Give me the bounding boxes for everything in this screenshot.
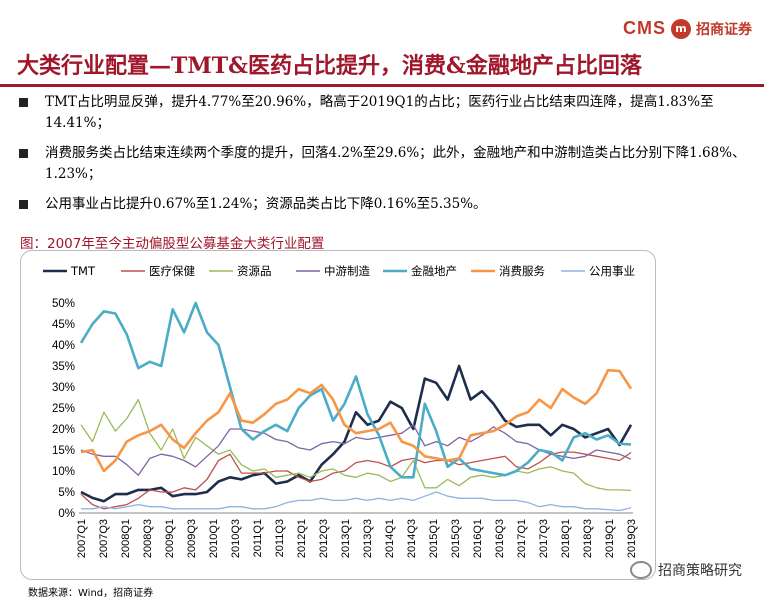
x-tick-label: 2008Q3	[142, 519, 154, 558]
x-tick-label: 2015Q1	[428, 519, 440, 558]
x-tick-label: 2015Q3	[450, 519, 462, 558]
y-tick-label: 45%	[52, 319, 75, 331]
logo-cn-text: 招商证券	[696, 21, 752, 38]
series-line-金融地产	[79, 301, 632, 479]
x-tick-label: 2014Q1	[384, 519, 396, 558]
logo-badge-icon: m	[671, 18, 691, 39]
x-tick-label: 2018Q3	[582, 519, 594, 558]
x-tick-label: 2018Q1	[560, 519, 572, 558]
bullet-item: 消费服务类占比结束连续两个季度的提升，回落4.2%至29.6%；此外，金融地产和…	[17, 143, 757, 185]
y-tick-label: 50%	[52, 298, 75, 310]
y-tick-label: 20%	[52, 424, 75, 436]
legend-label: 消费服务	[499, 264, 545, 278]
x-tick-label: 2011Q1	[252, 519, 264, 557]
series-line-医疗保健	[80, 451, 632, 510]
x-tick-label: 2010Q1	[208, 519, 220, 558]
legend-label: 中游制造	[324, 264, 370, 278]
figure-title: 图：2007年至今主动偏股型公募基金大类行业配置	[20, 236, 325, 252]
data-source: 数据来源：Wind，招商证券	[28, 588, 154, 599]
x-tick-label: 2012Q1	[296, 519, 308, 558]
x-tick-label: 2013Q3	[362, 519, 374, 558]
x-tick-label: 2013Q1	[340, 519, 352, 558]
x-tick-label: 2019Q1	[604, 519, 616, 558]
series-line-消费服务	[80, 368, 633, 473]
x-tick-label: 2009Q1	[164, 519, 176, 558]
y-tick-label: 0%	[58, 508, 75, 520]
series-line-公用事业	[81, 491, 632, 512]
legend-label: 医疗保健	[149, 264, 195, 278]
x-tick-label: 2010Q3	[230, 519, 242, 558]
x-tick-label: 2019Q3	[626, 519, 638, 558]
x-tick-label: 2008Q1	[120, 519, 132, 558]
wechat-icon	[630, 561, 652, 579]
bullet-item: TMT占比明显反弹，提升4.77%至20.96%，略高于2019Q1的占比；医药…	[17, 92, 757, 134]
x-tick-label: 2017Q3	[538, 519, 550, 558]
x-tick-label: 2016Q3	[494, 519, 506, 558]
series-line-资源品	[80, 398, 632, 492]
y-tick-label: 5%	[58, 487, 75, 499]
bullet-text: 公用事业占比提升0.67%至1.24%；资源品类占比下降0.16%至5.35%。	[45, 196, 487, 212]
page-title: 大类行业配置—TMT&医药占比提升，消费&金融地产占比回落	[17, 53, 642, 79]
line-chart: 0% 5% 10% 15% 20% 25% 30% 35% 40% 45% 50% 2007Q1 200…	[43, 264, 638, 558]
series-line-TMT	[80, 364, 633, 503]
bullet-text: 消费服务类占比结束连续两个季度的提升，回落4.2%至29.6%；此外，金融地产和…	[45, 145, 746, 182]
chart-frame: 0% 5% 10% 15% 20% 25% 30% 35% 40% 45% 50% 2007Q1 200…	[20, 250, 656, 580]
bullet-square-icon	[19, 200, 28, 209]
legend-label: 资源品	[237, 264, 272, 278]
logo-text: CMS	[623, 18, 666, 38]
brand-logo: CMS m 招商证券	[623, 18, 752, 39]
x-tick-label: 2007Q1	[76, 519, 88, 558]
x-tick-label: 2014Q3	[406, 519, 418, 558]
bullet-square-icon	[19, 149, 28, 158]
x-tick-label: 2017Q1	[516, 519, 528, 558]
y-tick-label: 15%	[52, 445, 75, 457]
y-tick-label: 25%	[52, 403, 75, 415]
x-tick-label: 2016Q1	[472, 519, 484, 558]
y-tick-label: 40%	[52, 340, 75, 352]
x-tick-label: 2007Q3	[98, 519, 110, 558]
x-tick-label: 2009Q3	[186, 519, 198, 558]
legend-label: 公用事业	[589, 264, 635, 278]
watermark-text: 招商策略研究	[658, 563, 742, 579]
watermark: 招商策略研究	[630, 560, 742, 580]
bullet-list: TMT占比明显反弹，提升4.77%至20.96%，略高于2019Q1的占比；医药…	[17, 92, 757, 224]
y-tick-label: 35%	[52, 361, 75, 373]
bullet-square-icon	[19, 98, 28, 107]
x-tick-label: 2011Q3	[274, 519, 286, 557]
y-tick-label: 30%	[52, 382, 75, 394]
bullet-item: 公用事业占比提升0.67%至1.24%；资源品类占比下降0.16%至5.35%。	[17, 194, 757, 215]
legend-label: TMT	[70, 264, 96, 278]
legend-label: 金融地产	[411, 264, 457, 278]
x-tick-label: 2012Q3	[318, 519, 330, 558]
title-divider	[0, 84, 764, 87]
bullet-text: TMT占比明显反弹，提升4.77%至20.96%，略高于2019Q1的占比；医药…	[45, 94, 714, 131]
y-tick-label: 10%	[52, 466, 75, 478]
